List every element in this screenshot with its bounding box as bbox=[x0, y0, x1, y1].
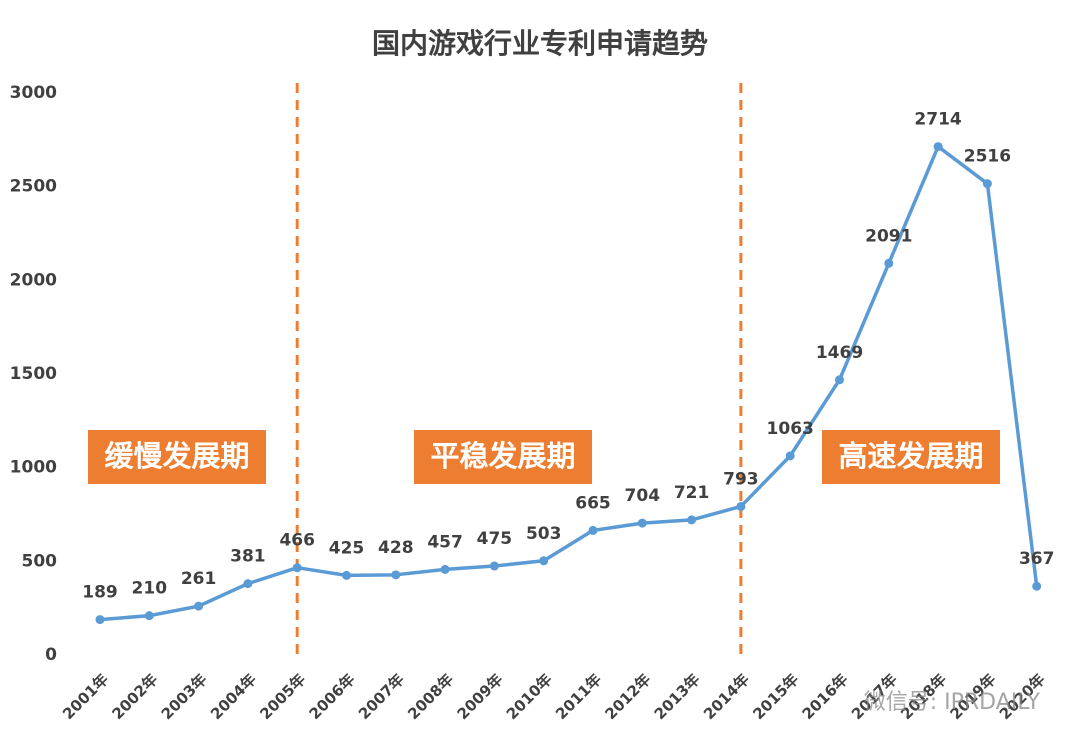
y-tick-label: 0 bbox=[45, 645, 57, 665]
x-tick-label: 2004年 bbox=[207, 670, 260, 723]
x-tick-label: 2012年 bbox=[601, 670, 654, 723]
data-point bbox=[982, 179, 992, 189]
chart-title: 国内游戏行业专利申请趋势 bbox=[372, 27, 708, 60]
data-label: 428 bbox=[378, 538, 414, 558]
data-point bbox=[194, 601, 204, 611]
data-label: 2091 bbox=[865, 226, 912, 246]
data-point bbox=[588, 525, 598, 535]
data-line bbox=[99, 144, 1039, 622]
data-label: 2516 bbox=[964, 147, 1011, 167]
data-label: 2714 bbox=[914, 110, 961, 130]
x-tick-label: 2016年 bbox=[799, 670, 852, 723]
data-point bbox=[835, 375, 844, 385]
data-label: 210 bbox=[132, 579, 168, 599]
data-point bbox=[539, 556, 549, 566]
data-point bbox=[785, 451, 795, 461]
data-label: 381 bbox=[230, 547, 266, 567]
y-tick-label: 2500 bbox=[10, 177, 57, 197]
phase-label: 缓慢发展期 bbox=[104, 439, 249, 473]
data-point bbox=[243, 579, 253, 589]
data-point bbox=[95, 615, 105, 625]
data-label: 1469 bbox=[816, 343, 863, 363]
data-label: 261 bbox=[181, 569, 217, 589]
data-point bbox=[440, 564, 450, 574]
x-tick-label: 2013年 bbox=[651, 670, 704, 723]
y-tick-label: 3000 bbox=[10, 83, 57, 103]
phase-label: 平稳发展期 bbox=[430, 439, 575, 473]
x-tick-label: 2010年 bbox=[503, 670, 556, 723]
y-tick-label: 1000 bbox=[10, 458, 57, 478]
x-tick-label: 2001年 bbox=[59, 670, 112, 723]
data-point bbox=[1032, 581, 1042, 591]
data-point bbox=[391, 570, 401, 580]
x-tick-label: 2014年 bbox=[700, 670, 753, 723]
data-label: 457 bbox=[427, 532, 463, 552]
data-label: 475 bbox=[477, 529, 513, 549]
data-point bbox=[884, 258, 894, 268]
y-tick-label: 1500 bbox=[10, 364, 57, 384]
x-tick-label: 2003年 bbox=[158, 670, 211, 723]
data-point bbox=[489, 561, 499, 571]
data-point bbox=[342, 570, 351, 580]
data-label: 189 bbox=[82, 583, 118, 603]
phase-box bbox=[414, 430, 592, 484]
data-label: 793 bbox=[723, 469, 759, 489]
data-label: 367 bbox=[1019, 549, 1055, 569]
data-label: 1063 bbox=[767, 419, 814, 439]
y-tick-label: 2000 bbox=[10, 270, 57, 290]
data-label: 466 bbox=[279, 531, 315, 551]
x-tick-label: 2015年 bbox=[749, 670, 802, 723]
data-point bbox=[736, 501, 746, 511]
data-label: 665 bbox=[575, 493, 611, 513]
x-tick-label: 2002年 bbox=[108, 670, 161, 723]
data-label: 503 bbox=[526, 524, 562, 544]
x-tick-label: 2009年 bbox=[454, 670, 507, 723]
phase-box bbox=[88, 430, 266, 484]
data-label: 721 bbox=[674, 483, 710, 503]
x-tick-label: 2005年 bbox=[256, 670, 309, 723]
watermark: 微信号: IPRDAILY bbox=[864, 690, 1041, 715]
data-label: 704 bbox=[625, 486, 661, 506]
y-tick-label: 500 bbox=[22, 551, 58, 571]
data-point bbox=[637, 518, 647, 528]
data-label: 425 bbox=[329, 538, 365, 558]
data-point bbox=[933, 142, 943, 152]
x-tick-label: 2008年 bbox=[404, 670, 457, 723]
x-tick-label: 2006年 bbox=[306, 670, 359, 723]
phase-label: 高速发展期 bbox=[838, 439, 983, 473]
x-tick-label: 2007年 bbox=[355, 670, 408, 723]
data-point bbox=[687, 515, 697, 525]
data-point bbox=[292, 563, 302, 573]
phase-box bbox=[822, 430, 1000, 484]
data-point bbox=[144, 611, 154, 621]
x-tick-label: 2011年 bbox=[552, 670, 605, 723]
